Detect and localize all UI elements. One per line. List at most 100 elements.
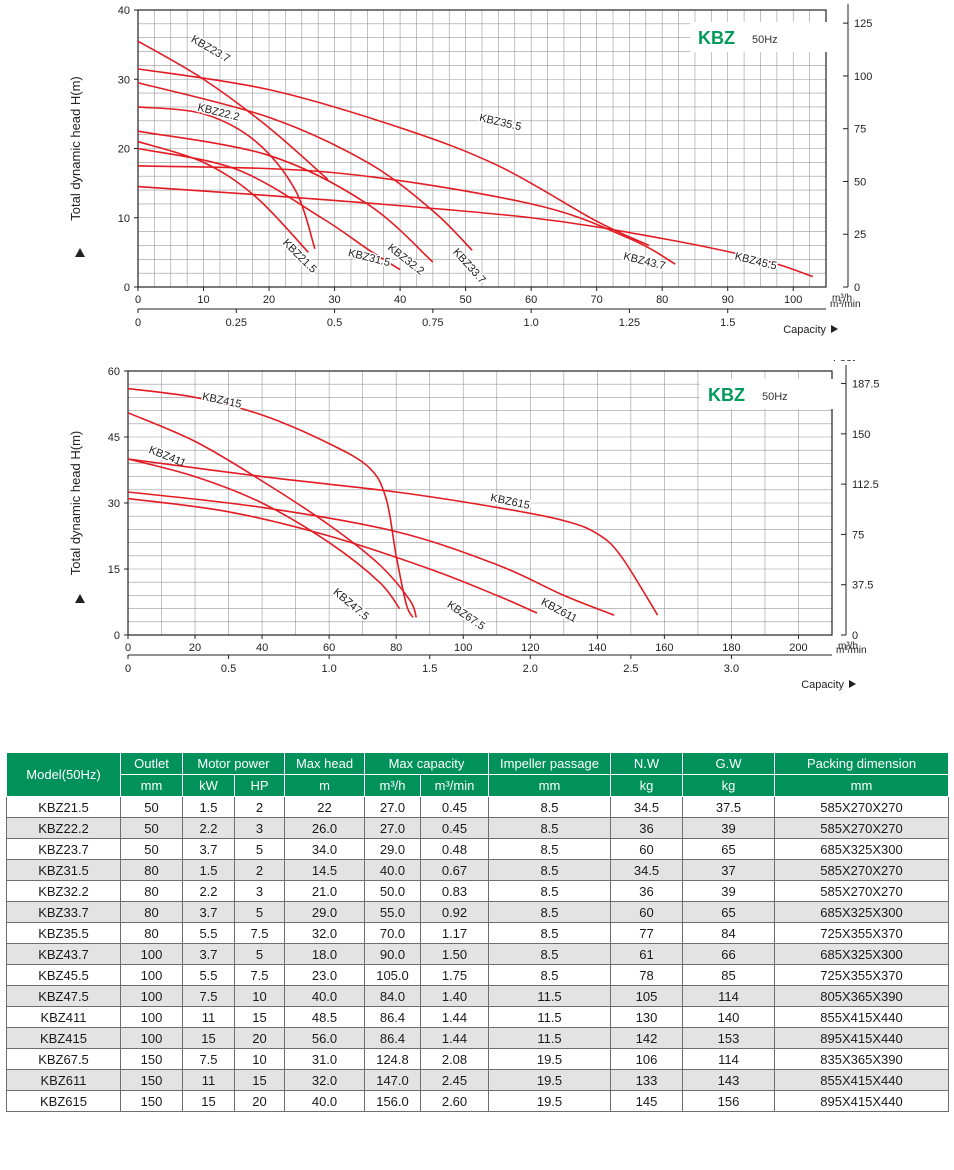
table-row: KBZ32.2 80 2.2 3 21.0 50.0 0.83 8.5 36 39 585X270X… <box>6 880 949 902</box>
y-tick-label: 30 <box>108 498 120 510</box>
x-unit-m3min: m³/min <box>830 299 861 310</box>
cell-gw: 65 <box>682 838 775 860</box>
x2-tick-label: 0.25 <box>226 317 247 329</box>
header-impeller-passage: Impeller passage <box>488 752 611 775</box>
cell-m3min: 2.45 <box>420 1069 489 1091</box>
cell-kw: 1.5 <box>182 859 235 881</box>
x-unit-m3min: m³/min <box>836 645 867 656</box>
y-tick-label: 20 <box>118 144 130 156</box>
curve-kbz611 <box>127 491 615 616</box>
cell-m3min: 2.08 <box>420 1048 489 1070</box>
cell-packing: 895X415X440 <box>774 1027 949 1049</box>
x-axis-label: Capacity <box>783 324 826 336</box>
grid <box>128 371 832 635</box>
table-row: KBZ21.5 50 1.5 2 22 27.0 0.45 8.5 34.5 37.5 585X27… <box>6 796 949 818</box>
table-row: KBZ35.5 80 5.5 7.5 32.0 70.0 1.17 8.5 77 84 725X35… <box>6 922 949 944</box>
curve-label: KBZ22.2 <box>196 102 240 124</box>
cell-packing: 685X325X300 <box>774 901 949 923</box>
cell-hp: 10 <box>234 1048 285 1070</box>
cell-gw: 114 <box>682 1048 775 1070</box>
x-tick-label: 80 <box>390 642 402 654</box>
performance-chart-1: KBZ 50Hz 0 10 20 30 40 Total dynamic head H(m) F… <box>68 0 872 336</box>
cell-gw: 85 <box>682 964 775 986</box>
table-row: KBZ67.5 150 7.5 10 31.0 124.8 2.08 19.5 106 114 83… <box>6 1048 949 1070</box>
header-model: Model(50Hz) <box>6 752 121 797</box>
y-tick-label: 60 <box>108 366 120 378</box>
cell-m3min: 0.67 <box>420 859 489 881</box>
x-tick-label: 60 <box>323 642 335 654</box>
y-tick-label: 15 <box>108 564 120 576</box>
x-tick-label: 90 <box>722 294 734 306</box>
cell-max-head: 31.0 <box>284 1048 365 1070</box>
unit-m3h: m³/h <box>364 774 421 797</box>
x-tick-label: 10 <box>197 294 209 306</box>
cell-m3min: 1.44 <box>420 1006 489 1028</box>
curve-kbz23-7 <box>137 40 329 181</box>
x-tick-label: 140 <box>588 642 606 654</box>
table-row: KBZ615 150 15 20 40.0 156.0 2.60 19.5 145 156 895X… <box>6 1090 949 1112</box>
x-tick-label: 20 <box>263 294 275 306</box>
curve-kbz47-5 <box>127 458 401 610</box>
curve-label: KBZ415 <box>201 391 242 411</box>
unit-impeller: mm <box>488 774 611 797</box>
cell-impeller: 8.5 <box>488 817 611 839</box>
curve-label: KBZ611 <box>539 596 579 625</box>
x-tick-label: 80 <box>656 294 668 306</box>
x-tick-label: 20 <box>189 642 201 654</box>
feet-tick-label: 25 <box>854 229 866 241</box>
cell-gw: 39 <box>682 817 775 839</box>
cell-model: KBZ32.2 <box>6 880 121 902</box>
cell-nw: 36 <box>610 880 683 902</box>
curve-kbz45-5 <box>137 185 814 278</box>
cell-max-head: 23.0 <box>284 964 365 986</box>
cell-outlet: 50 <box>120 817 183 839</box>
cell-m3min: 0.92 <box>420 901 489 923</box>
cell-packing: 725X355X370 <box>774 964 949 986</box>
brand-logo: KBZ <box>708 385 745 405</box>
cell-impeller: 8.5 <box>488 796 611 818</box>
cell-max-head: 56.0 <box>284 1027 365 1049</box>
cell-gw: 140 <box>682 1006 775 1028</box>
spec-table: Model(50Hz) Outlet Motor power Max head … <box>6 752 949 1112</box>
cell-hp: 7.5 <box>234 922 285 944</box>
x-tick-label: 0 <box>125 642 131 654</box>
cell-outlet: 50 <box>120 838 183 860</box>
x2-tick-label: 0.5 <box>221 663 236 675</box>
cell-kw: 2.2 <box>182 817 235 839</box>
cell-outlet: 80 <box>120 901 183 923</box>
cell-hp: 5 <box>234 943 285 965</box>
grid <box>138 10 826 287</box>
table-row: KBZ47.5 100 7.5 10 40.0 84.0 1.40 11.5 105 114 805… <box>6 985 949 1007</box>
cell-m3h: 27.0 <box>364 796 421 818</box>
x-axis-label: Capacity <box>801 679 844 691</box>
curve-label: KBZ23.7 <box>189 33 232 65</box>
cell-m3min: 0.48 <box>420 838 489 860</box>
header-packing-dimension: Packing dimension <box>774 752 949 775</box>
cell-outlet: 100 <box>120 1006 183 1028</box>
cell-kw: 5.5 <box>182 964 235 986</box>
cell-m3h: 70.0 <box>364 922 421 944</box>
cell-nw: 36 <box>610 817 683 839</box>
y-axis-label: Total dynamic head H(m) <box>68 76 83 221</box>
feet-tick-label: 100 <box>854 71 872 83</box>
y-tick-label: 45 <box>108 432 120 444</box>
x2-tick-label: 2.5 <box>623 663 638 675</box>
cell-max-head: 34.0 <box>284 838 365 860</box>
cell-packing: 585X270X270 <box>774 817 949 839</box>
curve-label: KBZ67.5 <box>445 599 487 633</box>
y-axis-label: Total dynamic head H(m) <box>68 431 83 576</box>
y-tick-label: 30 <box>118 74 130 86</box>
cell-max-head: 48.5 <box>284 1006 365 1028</box>
cell-m3h: 156.0 <box>364 1090 421 1112</box>
table-row: KBZ23.7 50 3.7 5 34.0 29.0 0.48 8.5 60 65 685X325X… <box>6 838 949 860</box>
x-unit-m3h: m³/h <box>832 293 852 304</box>
x2-tick-label: 1.0 <box>523 317 538 329</box>
cell-m3h: 55.0 <box>364 901 421 923</box>
cell-kw: 3.7 <box>182 943 235 965</box>
y-tick-label: 10 <box>118 213 130 225</box>
x2-tick-label: 1.0 <box>321 663 336 675</box>
cell-nw: 105 <box>610 985 683 1007</box>
table-row: KBZ22.2 50 2.2 3 26.0 27.0 0.45 8.5 36 39 585X270X… <box>6 817 949 839</box>
cell-gw: 37 <box>682 859 775 881</box>
cell-gw: 153 <box>682 1027 775 1049</box>
